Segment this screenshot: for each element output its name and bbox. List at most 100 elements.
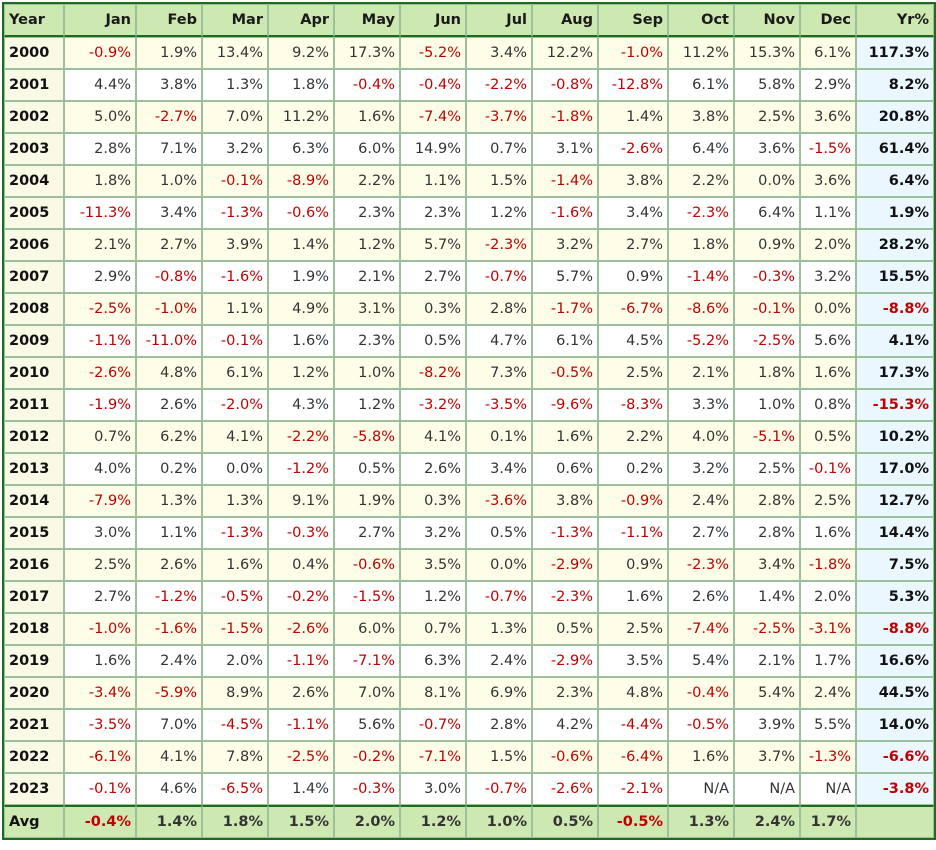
month-value-cell: 7.0% xyxy=(136,709,202,741)
header-row: Year Jan Feb Mar Apr May Jun Jul Aug Sep Oct Nov Dec… xyxy=(4,4,934,37)
month-value-cell: 3.2% xyxy=(532,229,598,261)
month-value-cell: 4.1% xyxy=(400,421,466,453)
month-value-cell: -0.1% xyxy=(800,453,856,485)
month-value-cell: 4.6% xyxy=(136,773,202,805)
year-cell: 2006 xyxy=(4,229,64,261)
column-header-jul[interactable]: Jul xyxy=(466,4,532,37)
table-row: 2022 -6.1% 4.1% 7.8% -2.5% -0.2% -7.1% 1.5% -0.6… xyxy=(4,741,934,773)
column-header-may[interactable]: May xyxy=(334,4,400,37)
month-value-cell: 2.3% xyxy=(532,677,598,709)
column-header-yr-pct[interactable]: Yr% xyxy=(856,4,934,37)
month-value-cell: -0.8% xyxy=(532,69,598,101)
month-value-cell: 6.1% xyxy=(202,357,268,389)
year-total-cell: 17.3% xyxy=(856,357,934,389)
year-total-cell: 8.2% xyxy=(856,69,934,101)
month-value-cell: -5.9% xyxy=(136,677,202,709)
month-value-cell: -1.1% xyxy=(64,325,136,357)
column-header-mar[interactable]: Mar xyxy=(202,4,268,37)
month-value-cell: 2.5% xyxy=(800,485,856,517)
month-value-cell: 6.4% xyxy=(734,197,800,229)
year-total-cell: -6.6% xyxy=(856,741,934,773)
table-row: 2018 -1.0% -1.6% -1.5% -2.6% 6.0% 0.7% 1.3% 0.5%… xyxy=(4,613,934,645)
month-value-cell: 6.3% xyxy=(268,133,334,165)
month-value-cell: 2.5% xyxy=(734,453,800,485)
month-value-cell: 1.8% xyxy=(668,229,734,261)
column-header-jan[interactable]: Jan xyxy=(64,4,136,37)
month-value-cell: -0.2% xyxy=(268,581,334,613)
year-cell: 2007 xyxy=(4,261,64,293)
month-value-cell: -8.6% xyxy=(668,293,734,325)
column-header-feb[interactable]: Feb xyxy=(136,4,202,37)
month-value-cell: 2.8% xyxy=(466,293,532,325)
month-value-cell: -3.5% xyxy=(64,709,136,741)
month-value-cell: 3.9% xyxy=(202,229,268,261)
table-row: 2017 2.7% -1.2% -0.5% -0.2% -1.5% 1.2% -0.7% -2.… xyxy=(4,581,934,613)
year-total-cell: -8.8% xyxy=(856,293,934,325)
month-value-cell: 8.1% xyxy=(400,677,466,709)
average-value-cell: -0.4% xyxy=(64,805,136,838)
month-value-cell: -2.3% xyxy=(668,549,734,581)
month-value-cell: 5.4% xyxy=(668,645,734,677)
year-total-cell: -8.8% xyxy=(856,613,934,645)
table-row: 2009 -1.1% -11.0% -0.1% 1.6% 2.3% 0.5% 4.7% 6.1%… xyxy=(4,325,934,357)
month-value-cell: 4.1% xyxy=(202,421,268,453)
month-value-cell: 7.3% xyxy=(466,357,532,389)
month-value-cell: 1.3% xyxy=(136,485,202,517)
month-value-cell: 1.8% xyxy=(734,357,800,389)
year-cell: 2020 xyxy=(4,677,64,709)
month-value-cell: 2.1% xyxy=(734,645,800,677)
month-value-cell: 6.1% xyxy=(532,325,598,357)
month-value-cell: 2.5% xyxy=(64,549,136,581)
column-header-apr[interactable]: Apr xyxy=(268,4,334,37)
month-value-cell: 3.8% xyxy=(598,165,668,197)
month-value-cell: -3.1% xyxy=(800,613,856,645)
column-header-oct[interactable]: Oct xyxy=(668,4,734,37)
month-value-cell: 3.2% xyxy=(800,261,856,293)
year-cell: 2013 xyxy=(4,453,64,485)
table-row: 2013 4.0% 0.2% 0.0% -1.2% 0.5% 2.6% 3.4% 0.6% 0.2… xyxy=(4,453,934,485)
year-cell: 2017 xyxy=(4,581,64,613)
month-value-cell: 2.7% xyxy=(64,581,136,613)
column-header-sep[interactable]: Sep xyxy=(598,4,668,37)
month-value-cell: -6.5% xyxy=(202,773,268,805)
month-value-cell: 1.0% xyxy=(734,389,800,421)
month-value-cell: -2.5% xyxy=(734,613,800,645)
month-value-cell: 2.8% xyxy=(734,485,800,517)
month-value-cell: 2.0% xyxy=(202,645,268,677)
month-value-cell: 4.8% xyxy=(598,677,668,709)
month-value-cell: -1.4% xyxy=(532,165,598,197)
month-value-cell: 12.2% xyxy=(532,37,598,69)
month-value-cell: 3.4% xyxy=(466,37,532,69)
column-header-nov[interactable]: Nov xyxy=(734,4,800,37)
month-value-cell: -1.1% xyxy=(268,645,334,677)
month-value-cell: 3.8% xyxy=(532,485,598,517)
column-header-dec[interactable]: Dec xyxy=(800,4,856,37)
year-total-cell: 15.5% xyxy=(856,261,934,293)
month-value-cell: 1.4% xyxy=(598,101,668,133)
table-row: 2007 2.9% -0.8% -1.6% 1.9% 2.1% 2.7% -0.7% 5.7% 0… xyxy=(4,261,934,293)
month-value-cell: -0.6% xyxy=(334,549,400,581)
month-value-cell: -6.1% xyxy=(64,741,136,773)
month-value-cell: N/A xyxy=(668,773,734,805)
month-value-cell: 1.6% xyxy=(268,325,334,357)
column-header-year[interactable]: Year xyxy=(4,4,64,37)
month-value-cell: 4.4% xyxy=(64,69,136,101)
month-value-cell: 6.2% xyxy=(136,421,202,453)
month-value-cell: 1.1% xyxy=(800,197,856,229)
column-header-aug[interactable]: Aug xyxy=(532,4,598,37)
month-value-cell: 13.4% xyxy=(202,37,268,69)
month-value-cell: -2.2% xyxy=(466,69,532,101)
month-value-cell: -0.8% xyxy=(136,261,202,293)
month-value-cell: -1.1% xyxy=(268,709,334,741)
month-value-cell: -0.6% xyxy=(532,741,598,773)
month-value-cell: 4.1% xyxy=(136,741,202,773)
year-cell: 2018 xyxy=(4,613,64,645)
month-value-cell: 1.2% xyxy=(334,389,400,421)
column-header-jun[interactable]: Jun xyxy=(400,4,466,37)
month-value-cell: 0.8% xyxy=(800,389,856,421)
month-value-cell: -0.7% xyxy=(466,773,532,805)
month-value-cell: 1.6% xyxy=(800,357,856,389)
month-value-cell: 1.1% xyxy=(202,293,268,325)
month-value-cell: 1.4% xyxy=(734,581,800,613)
